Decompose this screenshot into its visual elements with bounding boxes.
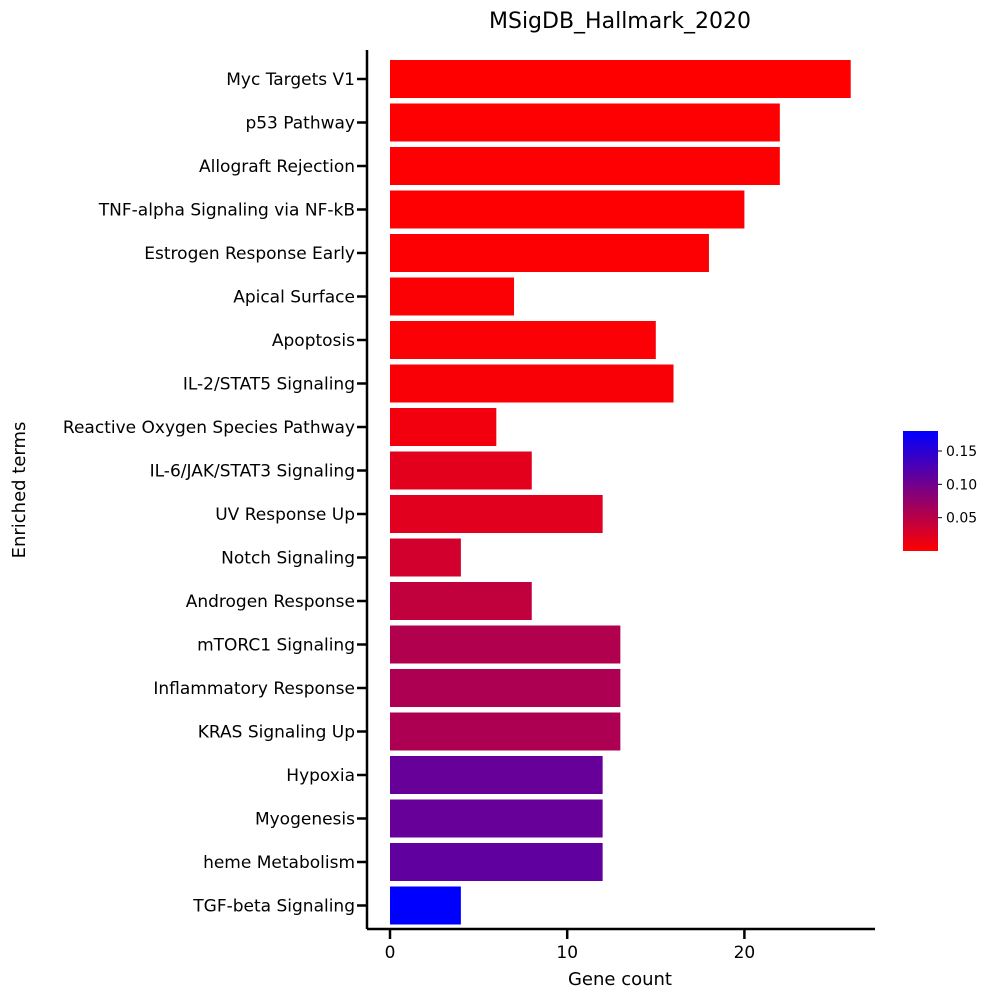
bar-16 xyxy=(390,756,603,794)
bar-0 xyxy=(390,60,851,98)
category-label-10: UV Response Up xyxy=(215,505,355,525)
category-label-4: Estrogen Response Early xyxy=(144,244,355,264)
bar-6 xyxy=(390,321,656,359)
bar-17 xyxy=(390,799,603,838)
bar-9 xyxy=(390,451,532,490)
bar-1 xyxy=(390,103,780,142)
bar-2 xyxy=(390,147,780,185)
bar-13 xyxy=(390,625,621,664)
category-label-1: p53 Pathway xyxy=(245,114,355,134)
category-label-16: Hypoxia xyxy=(286,766,355,786)
bar-15 xyxy=(390,712,621,751)
category-label-6: Apoptosis xyxy=(272,331,355,351)
colorbar-tick-label-0: 0.05 xyxy=(946,511,977,527)
category-label-19: TGF-beta Signaling xyxy=(192,897,355,917)
category-labels-group: Myc Targets V1 p53 Pathway Allograft Rejec… xyxy=(63,70,367,917)
bar-12 xyxy=(390,582,532,620)
bar-5 xyxy=(390,277,515,316)
category-label-12: Androgen Response xyxy=(186,592,355,612)
category-label-15: KRAS Signaling Up xyxy=(198,723,355,743)
bar-18 xyxy=(390,843,603,881)
category-label-3: TNF-alpha Signaling via NF-kB xyxy=(98,201,355,221)
bar-14 xyxy=(390,669,621,707)
category-label-9: IL-6/JAK/STAT3 Signaling xyxy=(150,462,355,482)
category-label-11: Notch Signaling xyxy=(221,549,355,569)
bar-3 xyxy=(390,190,745,229)
category-label-7: IL-2/STAT5 Signaling xyxy=(183,375,355,395)
x-axis-label: Gene count xyxy=(568,969,672,990)
colorbar-tick-label-2: 0.15 xyxy=(946,444,977,460)
category-label-0: Myc Targets V1 xyxy=(226,70,355,90)
bar-4 xyxy=(390,234,709,272)
category-label-13: mTORC1 Signaling xyxy=(197,636,355,656)
bar-11 xyxy=(390,538,461,577)
colorbar-gradient xyxy=(903,431,938,551)
bar-8 xyxy=(390,408,497,446)
x-tick-label-0: 0 xyxy=(385,943,396,963)
x-tick-label-1: 10 xyxy=(556,943,578,963)
y-axis-label: Enriched terms xyxy=(9,422,30,559)
bar-7 xyxy=(390,364,674,403)
category-label-8: Reactive Oxygen Species Pathway xyxy=(63,418,355,438)
category-label-18: heme Metabolism xyxy=(203,853,355,873)
category-label-17: Myogenesis xyxy=(255,810,355,830)
chart-title: MSigDB_Hallmark_2020 xyxy=(489,9,751,34)
colorbar-tick-label-1: 0.10 xyxy=(946,477,977,493)
x-tick-label-2: 20 xyxy=(734,943,756,963)
bar-19 xyxy=(390,886,461,925)
category-label-2: Allograft Rejection xyxy=(199,157,355,177)
colorbar: 0.05 0.10 0.15 xyxy=(903,431,977,551)
x-ticks-group: 0 10 20 xyxy=(385,929,756,963)
category-label-14: Inflammatory Response xyxy=(153,679,355,699)
bars-group xyxy=(390,60,851,925)
bar-10 xyxy=(390,495,603,533)
category-label-5: Apical Surface xyxy=(233,288,355,308)
